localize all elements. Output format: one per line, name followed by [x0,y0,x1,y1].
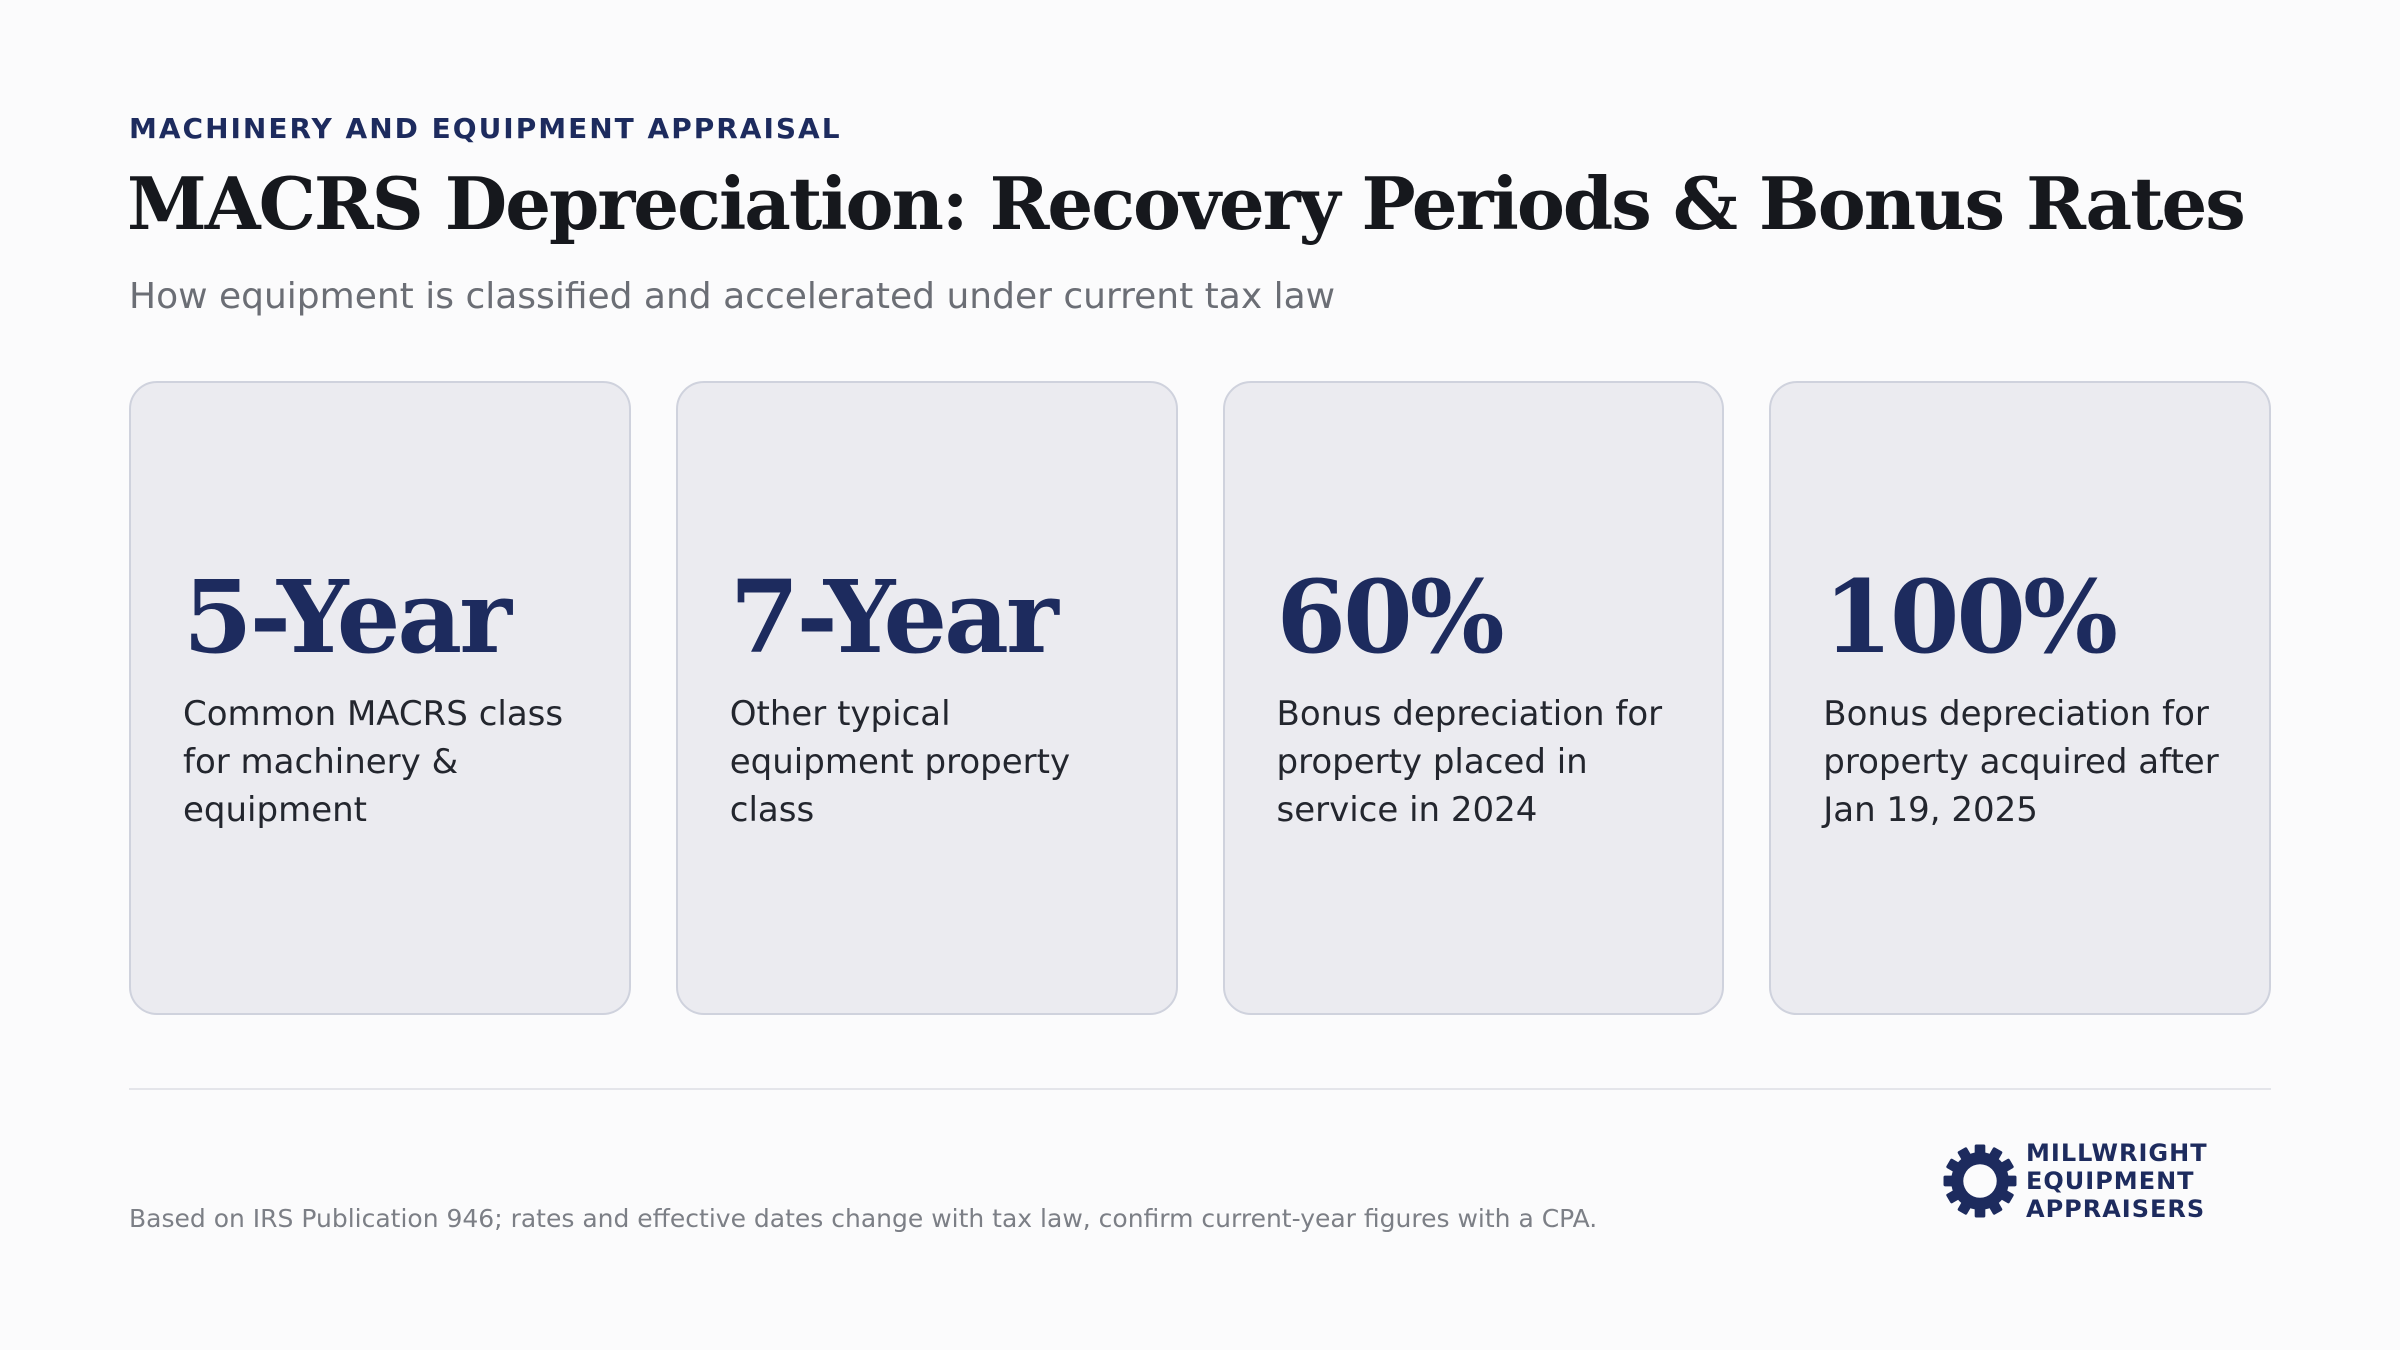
logo-wordmark: MILLWRIGHT EQUIPMENT APPRAISERS [2026,1139,2208,1223]
stat-description: Bonus depreciation for property placed i… [1276,694,1663,830]
stat-description: Common MACRS class for machinery & equip… [183,694,564,830]
company-logo: MILLWRIGHT EQUIPMENT APPRAISERS [1942,1139,2208,1223]
source-footnote: Based on IRS Publication 946; rates and … [129,1204,1598,1233]
stat-card-bonus-2024: 60% Bonus depreciation for property plac… [1222,381,1725,1015]
stat-card-5-year: 5-Year Common MACRS class for machinery … [129,381,631,1015]
page-title: MACRS Depreciation: Recovery Periods & B… [127,161,2246,246]
stat-value: 100% [1823,558,2118,676]
logo-line-2: EQUIPMENT [2026,1167,2195,1195]
gear-icon [1943,1144,2017,1218]
stat-description: Other typical equipment property class [729,694,1071,830]
stat-card-7-year: 7-Year Other typical equipment property … [675,381,1178,1015]
eyebrow-label: MACHINERY AND EQUIPMENT APPRAISAL [129,112,842,145]
stat-value: 5-Year [183,558,512,676]
logo-line-1: MILLWRIGHT [2026,1139,2208,1167]
stat-value: 60% [1276,558,1505,676]
page-subtitle: How equipment is classified and accelera… [129,276,1336,317]
stat-card-bonus-2025: 100% Bonus depreciation for property acq… [1769,381,2271,1015]
stat-cards: 5-Year Common MACRS class for machinery … [129,381,2271,1015]
logo-line-3: APPRAISERS [2026,1195,2206,1223]
divider [129,1088,2271,1090]
stat-description: Bonus depreciation for property acquired… [1823,694,2219,830]
stat-value: 7-Year [729,558,1059,676]
